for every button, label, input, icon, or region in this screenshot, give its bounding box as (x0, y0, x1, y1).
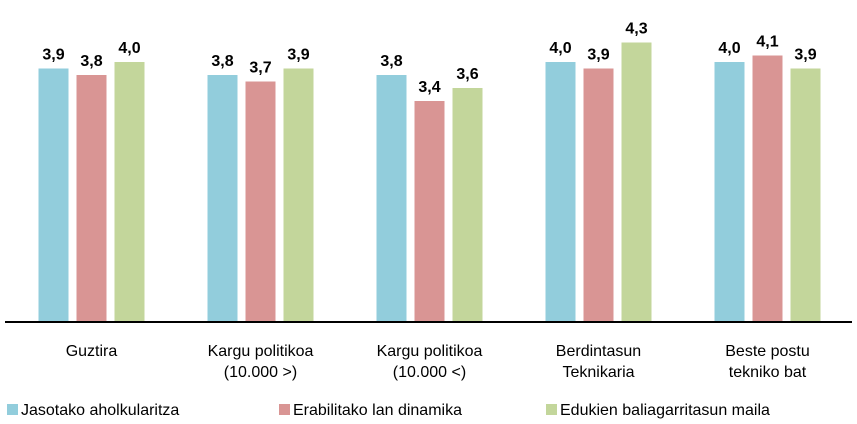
legend-label: Jasotako aholkularitza (21, 402, 179, 419)
bar (452, 88, 483, 322)
legend-swatch (546, 404, 557, 415)
x-tick-label: Beste postu (725, 343, 810, 360)
legend-label: Edukien baliagarritasun maila (560, 402, 770, 419)
value-label: 3,6 (456, 66, 478, 83)
value-label: 3,9 (42, 47, 64, 64)
bar (38, 68, 69, 322)
bar (76, 75, 107, 322)
bar (714, 62, 745, 322)
value-label: 4,0 (118, 40, 140, 57)
value-label: 3,8 (380, 53, 402, 70)
bar (583, 68, 614, 322)
x-tick-label: Berdintasun (556, 343, 641, 360)
bar (207, 75, 238, 322)
bar (114, 62, 145, 322)
legend-swatch (7, 404, 18, 415)
legend-label: Erabilitako lan dinamika (293, 402, 462, 419)
value-label: 4,1 (756, 34, 778, 51)
value-label: 4,0 (718, 40, 740, 57)
value-label: 3,8 (211, 53, 233, 70)
legend-swatch (279, 404, 290, 415)
x-tick-label: Guztira (66, 343, 118, 360)
value-label: 3,7 (249, 60, 271, 77)
x-tick-label: Teknikaria (562, 364, 634, 381)
value-label: 4,0 (549, 40, 571, 57)
x-tick-label: (10.000 <) (393, 364, 466, 381)
bar (545, 62, 576, 322)
bar (621, 42, 652, 322)
bar (245, 81, 276, 322)
x-tick-label: tekniko bat (729, 364, 807, 381)
bar (414, 101, 445, 322)
value-label: 3,9 (587, 47, 609, 64)
value-label: 3,8 (80, 53, 102, 70)
value-label: 3,9 (794, 47, 816, 64)
x-tick-label: Kargu politikoa (208, 343, 314, 360)
value-label: 4,3 (625, 21, 647, 38)
x-tick-label: (10.000 >) (224, 364, 297, 381)
value-label: 3,9 (287, 47, 309, 64)
bar (376, 75, 407, 322)
x-tick-label: Kargu politikoa (377, 343, 483, 360)
bar (790, 68, 821, 322)
bar (752, 55, 783, 322)
value-label: 3,4 (418, 79, 440, 96)
bar (283, 68, 314, 322)
